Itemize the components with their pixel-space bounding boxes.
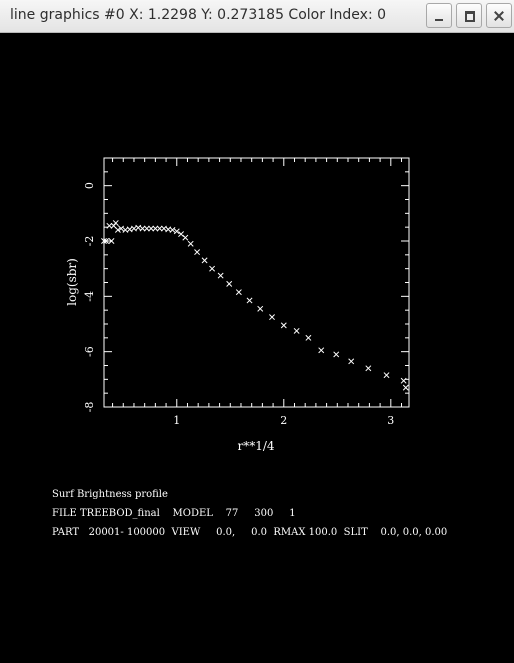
close-icon[interactable] (486, 3, 512, 28)
data-point (257, 305, 264, 312)
data-point (269, 314, 275, 321)
y-tick-label: 0 (83, 182, 96, 189)
data-point (118, 225, 125, 232)
data-point (169, 226, 176, 233)
data-point (400, 377, 407, 384)
window-title: line graphics #0 X: 1.2298 Y: 0.273185 C… (10, 7, 387, 23)
data-point (106, 222, 113, 229)
y-axis-label: log(sbr) (65, 258, 79, 306)
file-info-text: FILE TREEBOD_final MODEL 77 300 1 (52, 508, 296, 519)
data-point (209, 265, 216, 272)
data-point (365, 365, 372, 372)
tick-labels: 1 2 3 0 -2 -4 -6 -8 (83, 182, 394, 427)
data-point (194, 249, 201, 256)
data-point (103, 238, 110, 244)
x-tick-label: 3 (387, 414, 394, 427)
surface-brightness-plot: 1 2 3 0 -2 -4 -6 -8 r**1/4 log(sbr) (65, 157, 410, 453)
data-point (108, 238, 115, 244)
data-point (318, 347, 325, 354)
plot-frame (103, 157, 410, 408)
data-point (187, 240, 194, 247)
data-point (383, 372, 390, 379)
y-tick-label: -4 (83, 291, 96, 302)
y-tick-label: -2 (83, 236, 96, 247)
data-point (348, 358, 355, 365)
data-point (333, 351, 340, 358)
data-point (201, 257, 208, 264)
data-point (148, 225, 155, 232)
data-point (246, 297, 253, 304)
data-point (101, 238, 107, 244)
data-point (114, 226, 121, 233)
maximize-icon[interactable] (456, 3, 482, 28)
data-point (182, 234, 189, 241)
data-point (305, 334, 312, 341)
graphics-canvas[interactable]: 1 2 3 0 -2 -4 -6 -8 r**1/4 log(sbr) Surf Bright… (0, 33, 514, 663)
data-point (173, 228, 180, 235)
y-tick-label: -6 (83, 346, 96, 357)
data-point (112, 220, 119, 226)
x-tick-label: 2 (280, 414, 287, 427)
data-point (226, 280, 233, 287)
y-tick-label: -8 (83, 402, 96, 413)
axis-ticks (104, 157, 409, 408)
x-axis-label: r**1/4 (237, 439, 274, 453)
data-point (235, 289, 242, 296)
data-point (280, 322, 287, 329)
data-point (217, 272, 224, 279)
data-markers (101, 220, 409, 391)
part-info-text: PART 20001- 100000 VIEW 0.0, 0.0 RMAX 10… (52, 527, 448, 538)
data-point (139, 225, 146, 232)
title-bar[interactable]: line graphics #0 X: 1.2298 Y: 0.273185 C… (0, 0, 514, 33)
minimize-icon[interactable] (426, 3, 452, 28)
data-point (293, 327, 300, 334)
data-point (402, 384, 409, 391)
data-point (156, 225, 163, 232)
data-point (152, 225, 159, 232)
data-point (143, 225, 150, 232)
plot-title-text: Surf Brightness profile (52, 489, 168, 500)
x-tick-label: 1 (173, 414, 180, 427)
